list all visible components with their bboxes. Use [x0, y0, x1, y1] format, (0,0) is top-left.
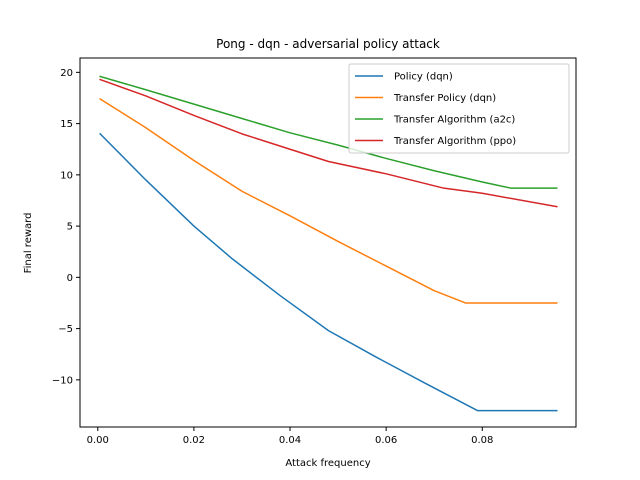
series-lines — [99, 75, 558, 412]
chart-title: Pong - dqn - adversarial policy attack — [216, 37, 440, 51]
y-tick-label: −5 — [58, 324, 73, 335]
series-line — [99, 132, 558, 412]
axes-frame — [79, 57, 577, 428]
plot-area — [79, 57, 577, 428]
y-axis: −10 −5 0 5 10 15 20 — [52, 68, 80, 386]
x-tick-label: 0.06 — [375, 435, 397, 446]
y-axis-title: Final reward — [23, 213, 34, 274]
series-line — [99, 75, 558, 189]
x-tick-label: 0.08 — [471, 435, 493, 446]
x-tick-label: 0.00 — [87, 435, 109, 446]
y-tick-label: 15 — [60, 119, 73, 130]
y-tick-label: −10 — [52, 375, 73, 386]
legend: Policy (dqn) Transfer Policy (dqn) Transfe… — [348, 63, 570, 154]
x-axis: 0.00 0.02 0.04 0.06 0.08 — [87, 427, 493, 446]
legend-label: Transfer Policy (dqn) — [393, 93, 496, 104]
legend-label: Transfer Algorithm (a2c) — [393, 115, 515, 126]
x-tick-label: 0.04 — [279, 435, 301, 446]
legend-box — [348, 63, 570, 154]
y-tick-label: 10 — [60, 170, 73, 181]
x-axis-title: Attack frequency — [285, 458, 370, 469]
legend-label: Transfer Algorithm (ppo) — [393, 136, 516, 147]
legend-label: Policy (dqn) — [394, 72, 453, 83]
x-tick-label: 0.02 — [183, 435, 205, 446]
y-tick-label: 20 — [60, 68, 73, 79]
series-line — [99, 78, 558, 208]
y-tick-label: 0 — [67, 273, 73, 284]
y-tick-label: 5 — [67, 222, 73, 233]
series-line — [99, 97, 558, 304]
